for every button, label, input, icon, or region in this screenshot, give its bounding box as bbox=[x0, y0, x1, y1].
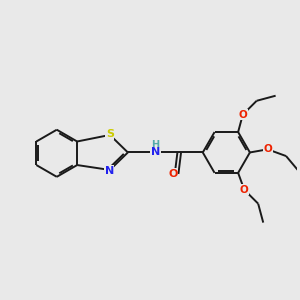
Text: N: N bbox=[105, 166, 114, 176]
Text: O: O bbox=[263, 144, 272, 154]
Text: O: O bbox=[240, 185, 249, 195]
Text: H: H bbox=[152, 140, 160, 150]
Text: O: O bbox=[238, 110, 247, 120]
Text: S: S bbox=[106, 129, 114, 139]
Text: O: O bbox=[168, 169, 177, 179]
Text: N: N bbox=[151, 148, 160, 158]
